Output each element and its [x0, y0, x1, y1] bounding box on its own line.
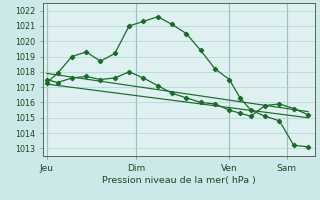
X-axis label: Pression niveau de la mer( hPa ): Pression niveau de la mer( hPa ) — [102, 176, 256, 185]
